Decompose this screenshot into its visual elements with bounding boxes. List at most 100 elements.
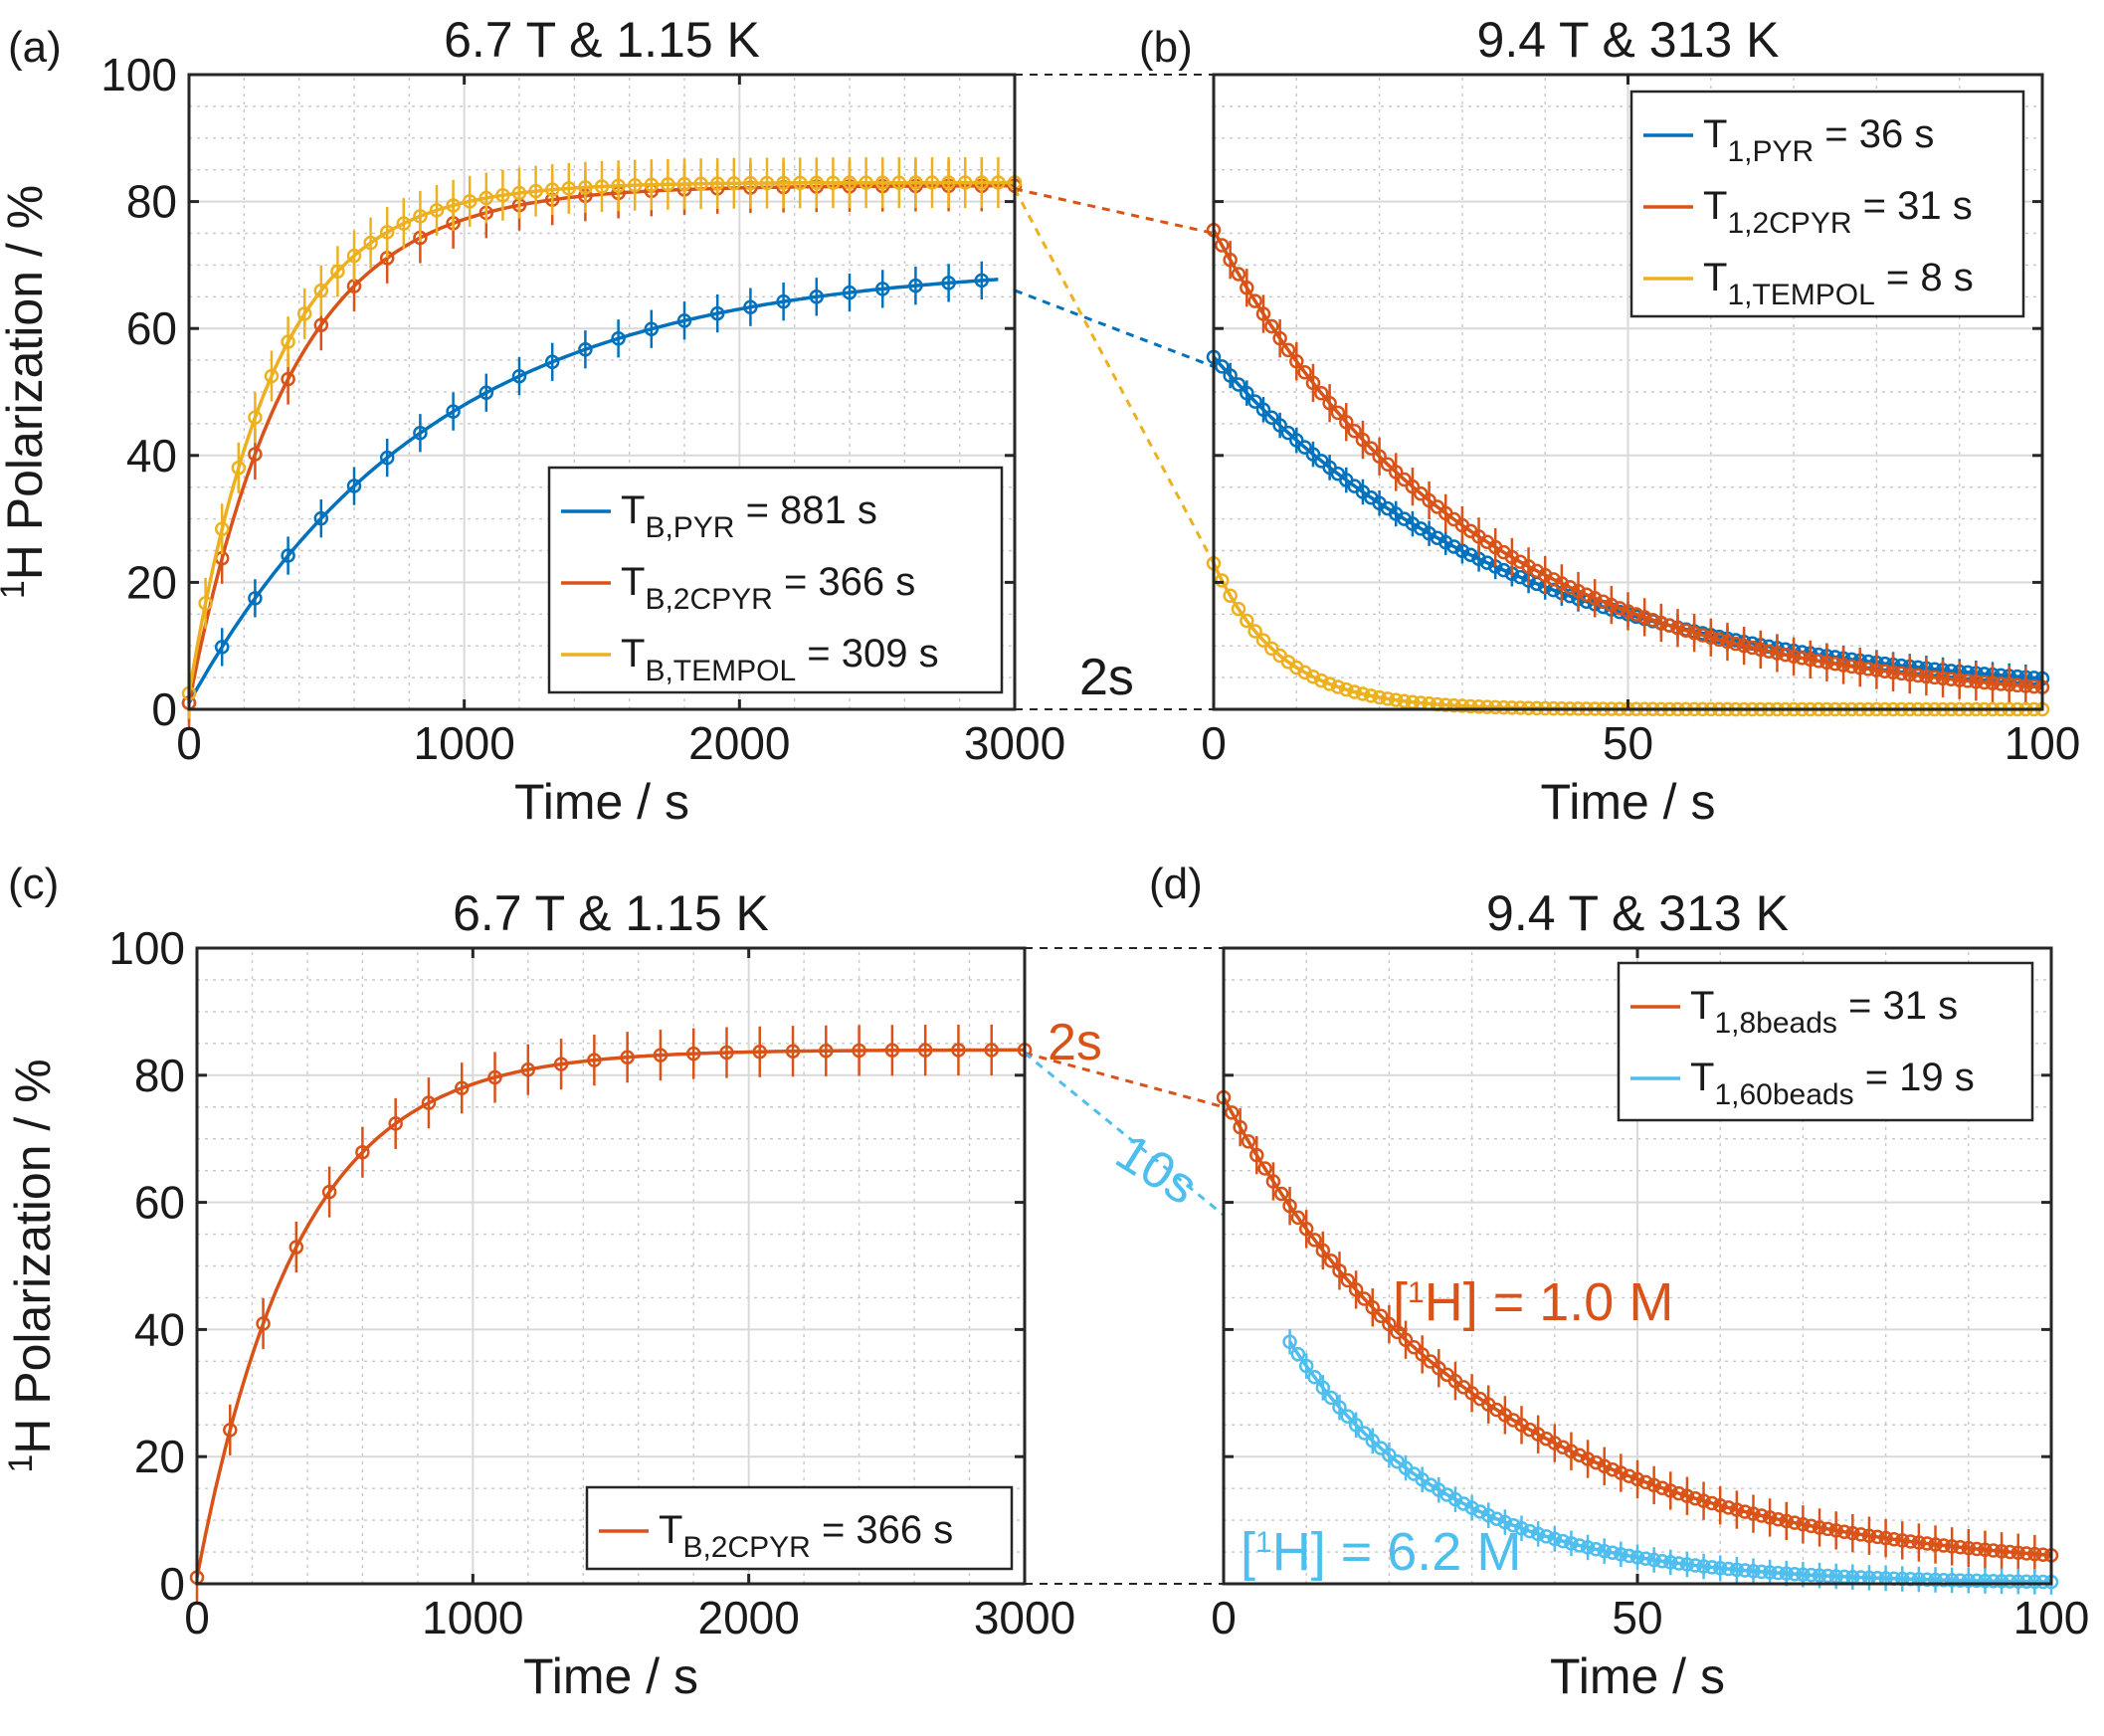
panel-d-series-0-point <box>1779 1513 1795 1529</box>
panel-d-series-0-point <box>1340 1272 1356 1288</box>
panel-b-series-1-point <box>1770 646 1785 661</box>
panel-b-series-1-point <box>1223 252 1238 268</box>
panel-a-series-1-point <box>281 371 295 387</box>
panel-d-series-0-point <box>1986 1543 2002 1558</box>
panel-b-series-1-point <box>1686 625 1702 641</box>
panel-d-series-0-point <box>1870 1529 1885 1545</box>
panel-a-series-2-point <box>495 188 510 203</box>
panel-d-series-0-point <box>1365 1300 1381 1315</box>
panel-b-series-1-point <box>1389 465 1404 480</box>
panel-b-series-2-point <box>1364 688 1379 703</box>
panel-c-xlabel: Time / s <box>523 1648 698 1704</box>
panel-d-series-1-point <box>1911 1572 1927 1587</box>
panel-c-series-0-point <box>421 1095 437 1110</box>
panel-b-series-1-point <box>1330 405 1346 421</box>
panel-b-series-1-point <box>1720 634 1735 650</box>
panel-a-xtick-label: 1000 <box>413 717 514 769</box>
panel-d-series-0-point <box>2027 1546 2042 1562</box>
panel-a-series-0-point <box>743 299 758 314</box>
panel-b-series-1-point <box>2002 676 2016 692</box>
panel-b-series-2-point <box>1305 670 1321 684</box>
panel-d-series-1-point <box>1953 1573 1968 1588</box>
panel-c-xtick-label: 2000 <box>697 1592 799 1643</box>
panel-d-series-0-point <box>1679 1488 1695 1503</box>
panel-d-series-1-point <box>1505 1518 1521 1533</box>
panel-b-series-1-point <box>1661 618 1677 633</box>
panel-c-series-0-point <box>819 1044 834 1059</box>
panel-b-series-2-point <box>1247 624 1262 639</box>
panel-b-series-0-point <box>1297 440 1312 455</box>
panel-a-series-2-point <box>611 178 626 194</box>
panel-b-series-0-point <box>1944 664 1959 678</box>
panel-b-series-2-point <box>1372 689 1387 705</box>
panel-d-series-1-point <box>1936 1572 1952 1588</box>
panel-b-series-1-point <box>1994 676 2008 691</box>
panel-a-xtick-label: 2000 <box>688 717 790 769</box>
panel-c-series-0-point <box>355 1144 370 1160</box>
panel-d-series-0-point <box>1721 1500 1736 1515</box>
panel-b-series-1-point <box>1869 663 1884 677</box>
panel-d-series-0-point <box>1233 1119 1247 1135</box>
panel-d-series-1-point <box>1729 1562 1745 1578</box>
panel-c-series-0-point <box>454 1080 470 1095</box>
gap-label-top: 2s <box>1079 649 1134 706</box>
panel-a-series-2-point <box>561 181 577 196</box>
panel-d-series-0-point <box>1919 1536 1935 1551</box>
panel-a-series-2-point <box>957 175 973 190</box>
panel-b-series-1-point <box>1761 644 1777 659</box>
panel-b-series-1-point <box>1944 672 1959 686</box>
panel-label-a: (a) <box>8 23 62 72</box>
panel-d-series-0-point <box>1836 1524 1852 1540</box>
panel-b-series-0-point <box>1927 662 1942 676</box>
panel-d-series-1-point <box>1654 1553 1670 1569</box>
panel-b-series-2-point <box>1454 698 1470 713</box>
data-layer <box>181 156 2059 1604</box>
panel-d-series-0-point <box>1415 1347 1430 1362</box>
panel-d-series-1-point <box>2018 1574 2034 1590</box>
panel-b-transfer-line-2 <box>1013 188 1216 564</box>
panel-c-xtick-label: 0 <box>184 1592 210 1643</box>
panel-b-series-1-point <box>1612 601 1627 616</box>
panel-b-series-1-point <box>1264 318 1279 334</box>
panel-d-series-0-point <box>1257 1161 1272 1176</box>
panel-b-series-1-point <box>1355 432 1371 448</box>
panel-a-series-2-point <box>726 176 742 191</box>
panel-b-series-1-point <box>1571 583 1586 599</box>
panel-a-series-2-point <box>842 175 858 190</box>
panel-b-xlabel: Time / s <box>1541 774 1716 830</box>
panel-b-series-1-point <box>1215 238 1230 253</box>
panel-a-series-0-point <box>611 331 626 346</box>
panel-c-ylabel: 1H Polarization / % <box>2 1059 61 1472</box>
panel-b-series-0-point <box>2009 669 2025 684</box>
panel-d-series-0-point <box>1812 1520 1827 1535</box>
panel-b-series-1-point <box>1811 654 1826 669</box>
panel-d-series-0-point <box>1564 1444 1579 1459</box>
panel-d-legend-entry: T1,8beads = 31 s <box>1690 984 1958 1040</box>
panel-b-series-1-point <box>1297 364 1312 380</box>
panel-b-series-2-point <box>1479 699 1495 714</box>
panel-d-series-0-point <box>1572 1447 1588 1462</box>
panel-b-series-0-point <box>1479 555 1495 570</box>
panel-b-series-1-point <box>1397 472 1412 487</box>
panel-d-series-1-point <box>1489 1511 1504 1526</box>
panel-b-series-0-point <box>1272 418 1287 433</box>
panel-b-series-1-point <box>1703 630 1719 645</box>
panel-d-series-1-point <box>1712 1560 1728 1576</box>
panel-a-series-2-point <box>693 176 708 191</box>
panel-b-series-1-point <box>1910 668 1926 683</box>
panel-b-series-2-point <box>1264 641 1279 657</box>
panel-a-series-2-point <box>941 175 956 190</box>
panel-d-series-1-point <box>1547 1531 1563 1547</box>
panel-d-series-0-point <box>1729 1502 1745 1517</box>
panel-d-series-1-point <box>1315 1380 1331 1396</box>
concentration-label-blue: [1H] = 6.2 M <box>1241 1522 1521 1582</box>
panel-b-transfer-line-0 <box>1014 289 1215 368</box>
panel-b-series-1-point <box>1604 597 1620 613</box>
panel-a-series-2-point <box>478 190 494 206</box>
panel-a-series-2-point <box>462 194 478 209</box>
concentration-label-orange: [1H] = 1.0 M <box>1393 1272 1673 1332</box>
panel-d-series-1-point <box>1580 1540 1596 1555</box>
panel-a-series-2-point <box>346 248 362 264</box>
panel-a-series-2-point <box>446 198 461 213</box>
panel-d-series-0-point <box>2010 1545 2025 1561</box>
